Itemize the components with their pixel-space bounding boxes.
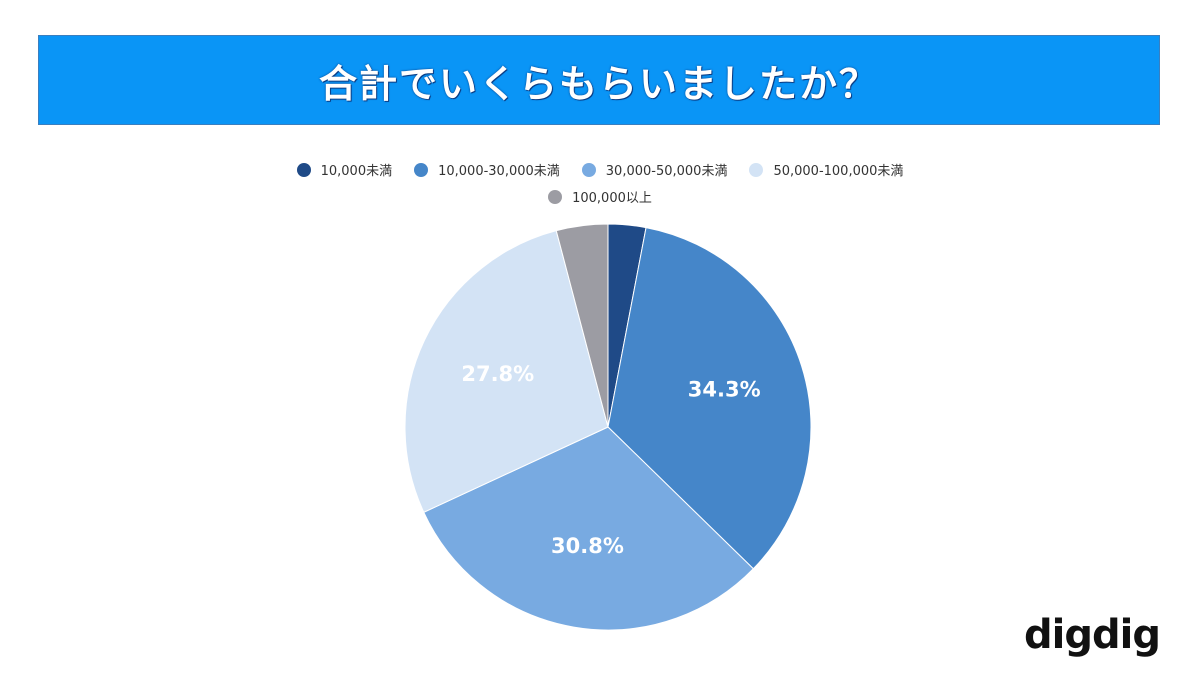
- data-label: 30.8%: [551, 534, 624, 558]
- legend-items: 10,000未満 10,000-30,000未満 30,000-50,000未満 50…: [240, 160, 960, 206]
- legend-item: 100,000以上: [548, 187, 652, 206]
- legend-item: 10,000-30,000未満: [414, 160, 560, 179]
- legend-item: 50,000-100,000未満: [749, 160, 903, 179]
- legend-marker: [749, 162, 764, 177]
- legend-label: 10,000未満: [320, 164, 393, 179]
- pie-slice: [423, 426, 755, 631]
- legend-marker: [581, 162, 596, 177]
- legend-marker: [548, 189, 563, 204]
- title-banner: 合計でいくらもらいましたか？: [38, 35, 1160, 125]
- legend-label: 30,000-50,000未満: [605, 164, 728, 179]
- pie-slice: [555, 223, 609, 428]
- data-label: 34.3%: [688, 377, 761, 401]
- legend-marker: [414, 162, 429, 177]
- legend-marker: [296, 162, 311, 177]
- brand-logo: digdig: [1024, 612, 1161, 658]
- pie-slice: [607, 227, 812, 570]
- legend-item: 10,000未満: [296, 160, 393, 179]
- legend-label: 10,000-30,000未満: [438, 164, 560, 179]
- pie-slice: [404, 230, 609, 513]
- data-label: 27.8%: [461, 362, 534, 386]
- chart-title: 合計でいくらもらいましたか？: [318, 61, 879, 106]
- legend: 10,000未満 10,000-30,000未満 30,000-50,000未満 50…: [0, 160, 1200, 206]
- legend-label: 50,000-100,000未満: [773, 164, 904, 179]
- legend-label: 100,000以上: [572, 191, 652, 206]
- legend-item: 30,000-50,000未満: [581, 160, 728, 179]
